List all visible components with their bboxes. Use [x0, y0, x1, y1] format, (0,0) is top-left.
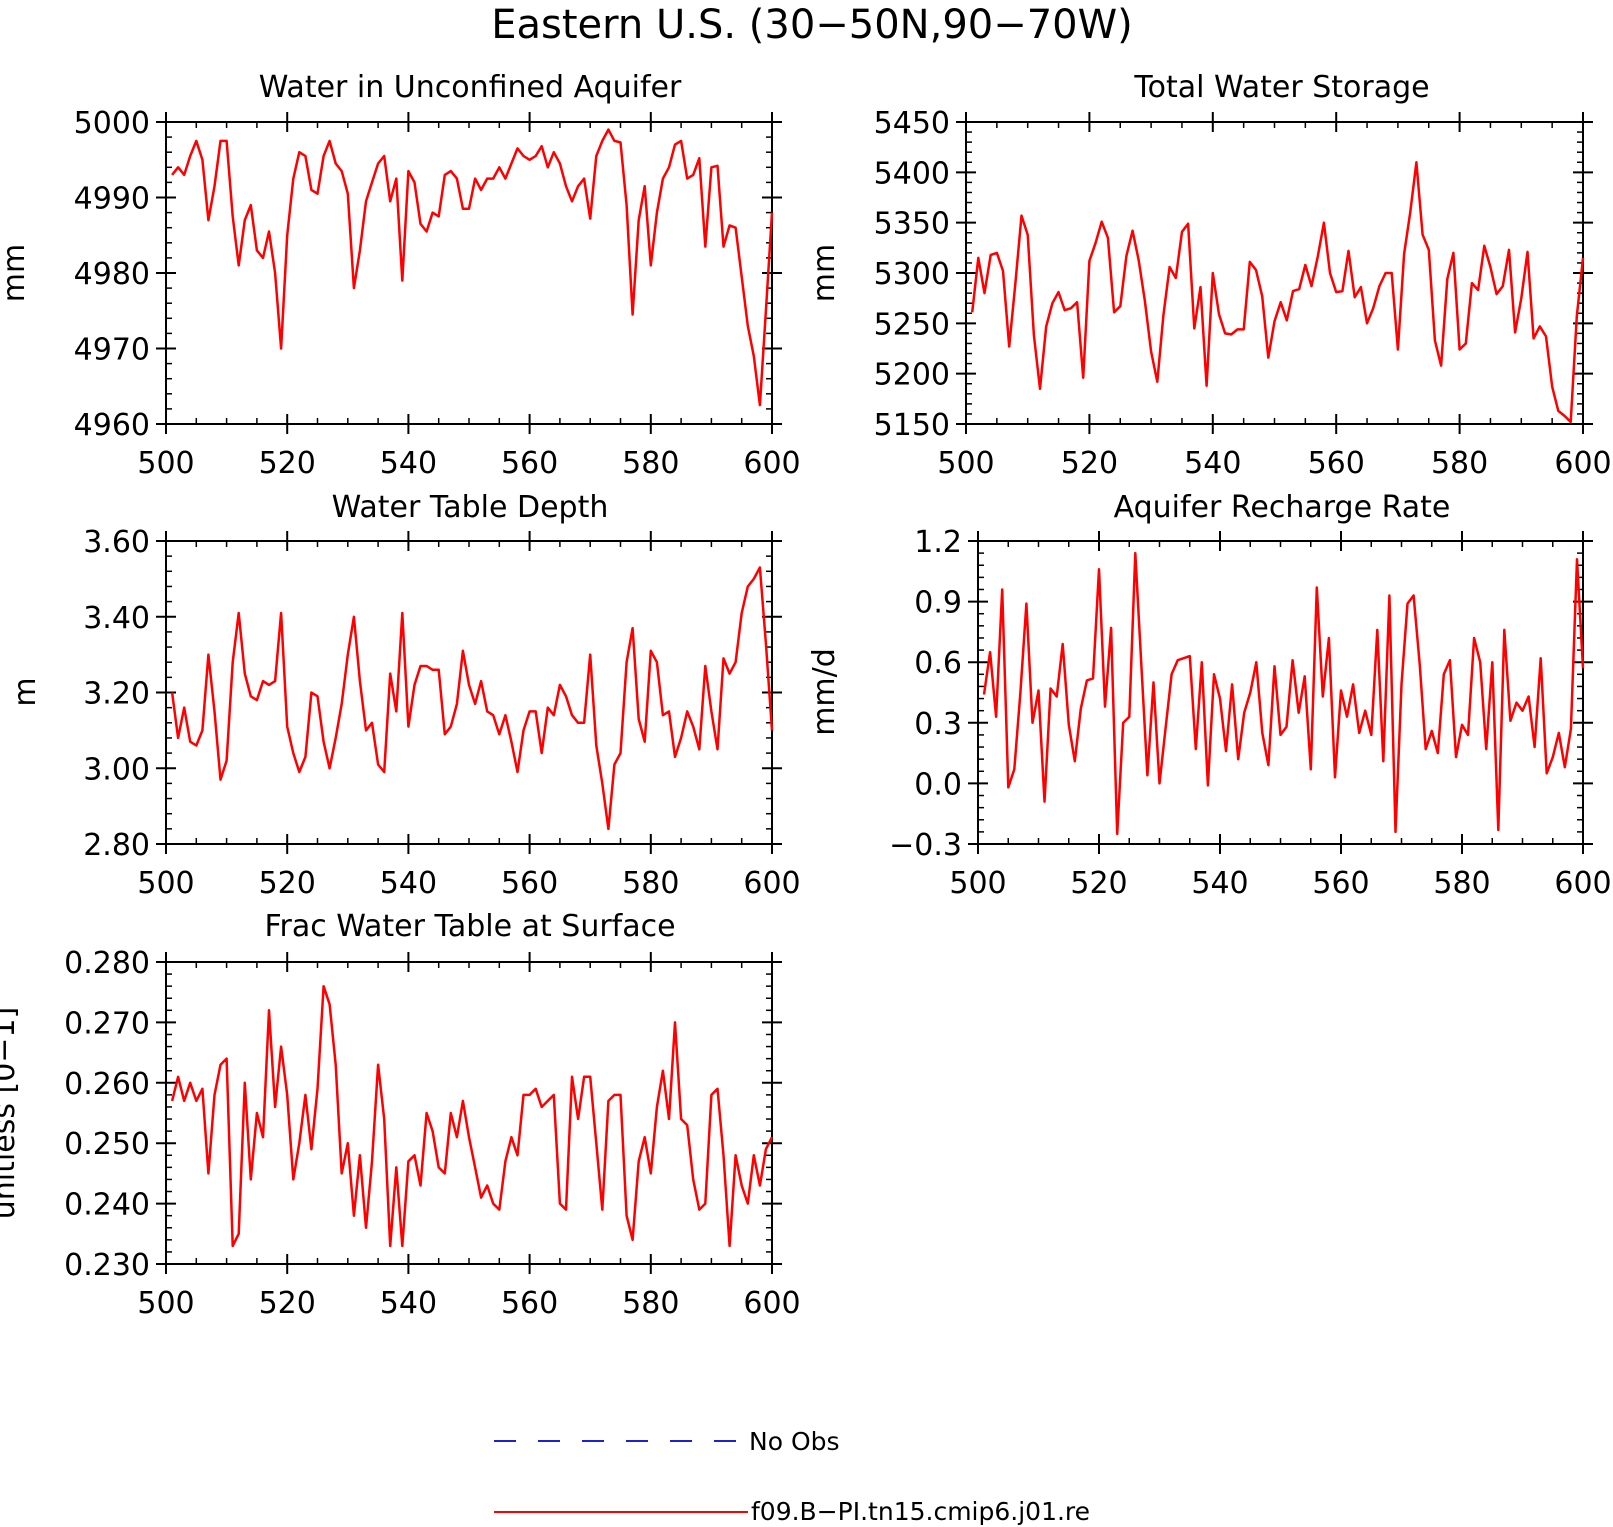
y-tick-label: 0.3 [914, 707, 962, 742]
x-tick-label: 500 [949, 866, 1006, 901]
y-tick-label: 5400 [874, 156, 950, 191]
y-tick-label: 5450 [874, 106, 950, 141]
chart-total-water-storage: Total Water Storage mm 500 520 540 560 580 60… [807, 70, 1612, 481]
y-tick-label: 5200 [874, 358, 950, 393]
y-tick-label: 3.40 [83, 601, 150, 636]
y-tick-label: 4970 [74, 333, 150, 368]
y-tick-label: 3.00 [83, 752, 150, 787]
y-tick-label: 4960 [74, 408, 150, 443]
y-tick-label: 4990 [74, 182, 150, 217]
y-tick-label: 5250 [874, 307, 950, 342]
x-tick-label: 520 [1070, 866, 1127, 901]
y-axis-label: mm [807, 244, 842, 302]
x-tick-label: 580 [1431, 446, 1488, 481]
y-axis-label: mm/d [807, 648, 842, 736]
x-tick-label: 580 [622, 1286, 679, 1321]
chart-frac-water-table: Frac Water Table at Surface unitless [0−… [0, 909, 801, 1321]
x-tick-label: 520 [259, 1286, 316, 1321]
legend: No Obs f09.B−PI.tn15.cmip6.j01.re [494, 1427, 1090, 1526]
legend-obs-label: No Obs [749, 1427, 840, 1456]
x-tick-label: 500 [137, 446, 194, 481]
y-tick-label: 0.240 [64, 1188, 150, 1223]
y-tick-label: 0.6 [914, 646, 962, 681]
plot-area: 500 520 540 560 580 600 0.230 0.240 0.250 0.260 0.… [64, 946, 801, 1321]
chart-title: Frac Water Table at Surface [264, 909, 675, 944]
x-tick-label: 560 [501, 866, 558, 901]
x-tick-label: 600 [1554, 866, 1611, 901]
y-tick-label: 0.250 [64, 1127, 150, 1162]
x-tick-label: 600 [743, 1286, 800, 1321]
y-axis-label: unitless [0−1] [0, 1007, 22, 1219]
x-tick-label: 580 [622, 446, 679, 481]
x-tick-label: 520 [259, 446, 316, 481]
y-tick-label: 5000 [74, 106, 150, 141]
y-tick-label: 0.9 [914, 586, 962, 621]
x-tick-label: 520 [1061, 446, 1118, 481]
y-tick-label: −0.3 [889, 828, 962, 863]
x-tick-label: 500 [137, 866, 194, 901]
y-tick-label: 0.270 [64, 1006, 150, 1041]
legend-model-label: f09.B−PI.tn15.cmip6.j01.re [751, 1497, 1090, 1526]
chart-title: Total Water Storage [1133, 70, 1429, 105]
y-tick-label: 3.60 [83, 525, 150, 560]
plot-area: 500 520 540 560 580 600 5150 5200 5250 5300 5350 54… [874, 106, 1612, 481]
chart-aquifer-water: Water in Unconfined Aquifer mm 500 520 540… [0, 70, 801, 481]
chart-title: Water in Unconfined Aquifer [259, 70, 682, 105]
y-axis-label: m [8, 677, 43, 706]
x-tick-label: 560 [501, 446, 558, 481]
x-tick-label: 500 [137, 1286, 194, 1321]
chart-title: Aquifer Recharge Rate [1114, 490, 1451, 525]
chart-aquifer-recharge-rate: Aquifer Recharge Rate mm/d 500 520 540 560 5… [807, 490, 1612, 901]
series-line [982, 551, 1585, 836]
chart-water-table-depth: Water Table Depth m 500 520 540 560 580 600 2.… [8, 490, 801, 901]
x-tick-label: 580 [622, 866, 679, 901]
y-tick-label: 0.0 [914, 767, 962, 802]
x-tick-label: 540 [1191, 866, 1248, 901]
x-tick-label: 560 [1312, 866, 1369, 901]
plot-frame [165, 540, 773, 845]
x-tick-label: 540 [380, 1286, 437, 1321]
y-tick-label: 5150 [874, 408, 950, 443]
y-tick-label: 1.2 [914, 525, 962, 560]
figure-title: Eastern U.S. (30−50N,90−70W) [491, 2, 1133, 48]
y-tick-label: 3.20 [83, 677, 150, 712]
x-tick-label: 600 [743, 446, 800, 481]
series-line [171, 128, 774, 407]
x-tick-label: 600 [1554, 446, 1611, 481]
y-tick-label: 0.230 [64, 1248, 150, 1283]
x-tick-label: 560 [501, 1286, 558, 1321]
plot-frame [165, 121, 773, 425]
x-tick-label: 500 [937, 446, 994, 481]
series-line [970, 161, 1585, 424]
y-tick-label: 0.280 [64, 946, 150, 981]
x-tick-label: 520 [259, 866, 316, 901]
x-tick-label: 600 [743, 866, 800, 901]
x-tick-label: 540 [380, 446, 437, 481]
plot-frame [965, 121, 1584, 425]
y-axis-label: mm [0, 244, 32, 302]
plot-area: 500 520 540 560 580 600 −0.3 0.0 0.3 0.6 0.9 1.2 [889, 525, 1611, 901]
y-tick-label: 5300 [874, 257, 950, 292]
x-tick-label: 560 [1308, 446, 1365, 481]
plot-area: 500 520 540 560 580 600 4960 4970 4980 4990 5000 [74, 106, 801, 481]
y-tick-label: 5350 [874, 207, 950, 242]
x-tick-label: 580 [1433, 866, 1490, 901]
y-tick-label: 0.260 [64, 1067, 150, 1102]
series-line [170, 566, 774, 831]
plot-area: 500 520 540 560 580 600 2.80 3.00 3.20 3.40 3.60 [83, 525, 800, 901]
series-line [170, 984, 774, 1248]
x-tick-label: 540 [1184, 446, 1241, 481]
chart-title: Water Table Depth [332, 490, 609, 525]
y-tick-label: 2.80 [83, 828, 150, 863]
x-tick-label: 540 [380, 866, 437, 901]
y-tick-label: 4980 [74, 257, 150, 292]
